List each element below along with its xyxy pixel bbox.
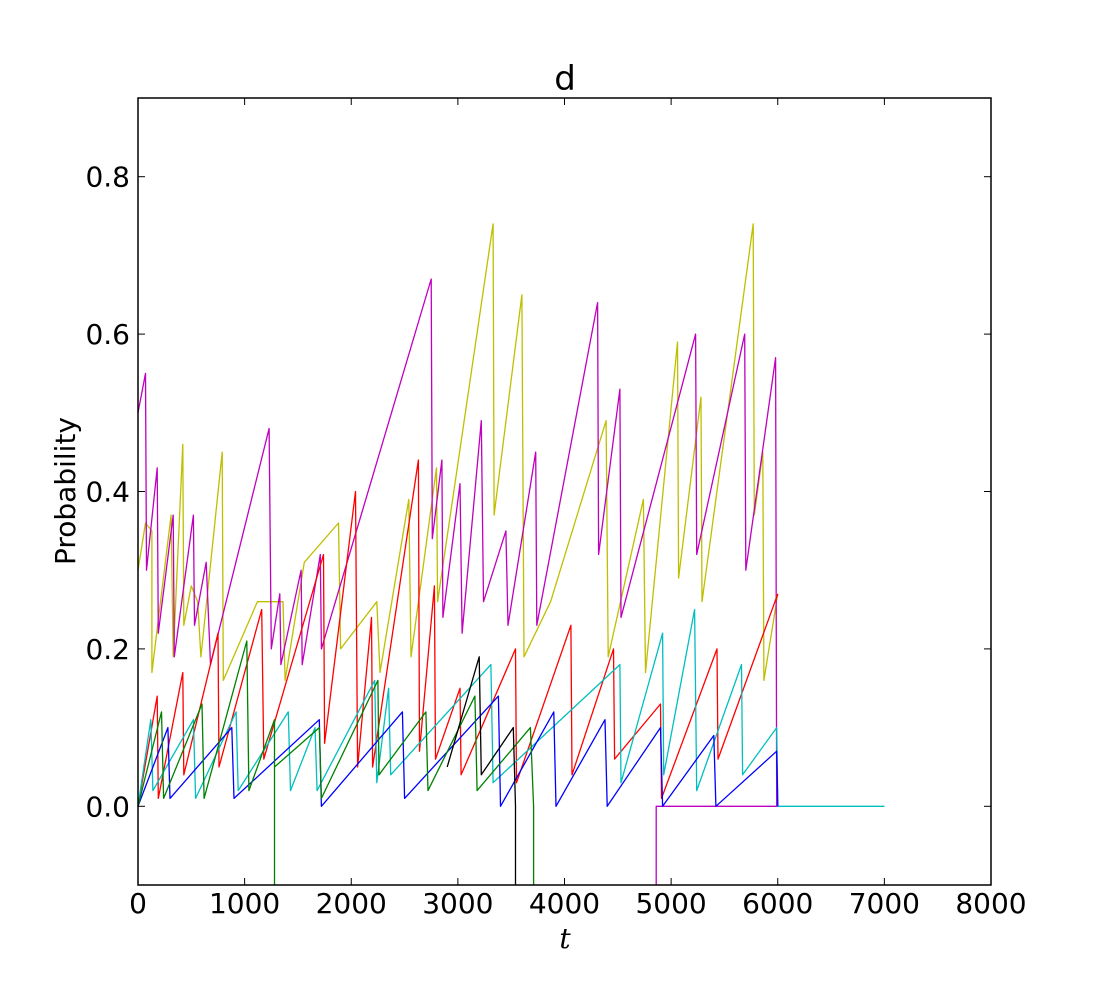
y-tick-label: 0.8 — [85, 161, 130, 194]
chart-title: d — [554, 59, 576, 99]
series-group — [137, 223, 885, 886]
x-tick-label: 1000 — [209, 887, 280, 920]
x-tick-label: 5000 — [635, 887, 706, 920]
series-line-1 — [137, 223, 779, 682]
y-tick-label: 0.0 — [85, 790, 130, 823]
series-line-7 — [446, 656, 517, 885]
plot-frame — [137, 97, 992, 886]
series-line-3 — [137, 459, 779, 807]
x-axis-label: t — [559, 922, 571, 955]
x-tick-label: 7000 — [849, 887, 920, 920]
y-tick-label: 0.6 — [85, 318, 130, 351]
series-line-2 — [137, 278, 778, 885]
x-tick-label: 0 — [129, 887, 147, 920]
x-tick-label: 8000 — [955, 887, 1026, 920]
plot-area — [138, 98, 991, 885]
x-tick-label: 6000 — [742, 887, 813, 920]
y-tick-label: 0.2 — [85, 633, 130, 666]
y-tick-label: 0.4 — [85, 476, 130, 509]
x-tick-label: 4000 — [529, 887, 600, 920]
x-tick-label: 2000 — [316, 887, 387, 920]
series-line-6 — [137, 640, 535, 886]
x-tick-label: 3000 — [422, 887, 493, 920]
y-axis-label: Probability — [49, 417, 82, 565]
ticks-group: 0 1000 2000 3000 4000 5000 6000 7000 8000 0.0 0.2 0… — [85, 98, 1027, 920]
series-line-5 — [137, 695, 779, 807]
